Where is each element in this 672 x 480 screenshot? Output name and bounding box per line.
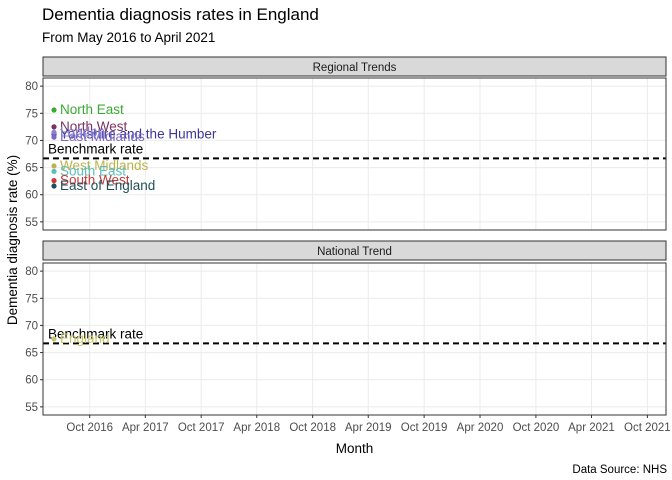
data-point — [51, 336, 57, 342]
data-point — [51, 129, 57, 135]
x-axis: Oct 2016 Apr 2017 Oct 2017 Apr 2018 Oct 2018… — [66, 415, 671, 434]
data-point — [51, 183, 57, 189]
x-tick-label: Oct 2019 — [401, 422, 448, 434]
strip-label: Regional Trends — [313, 62, 397, 74]
data-point — [51, 168, 57, 174]
series-label: England — [60, 331, 110, 346]
chart-subtitle: From May 2016 to April 2021 — [42, 30, 215, 45]
data-point — [51, 178, 57, 184]
y-tick-label: 80 — [25, 81, 38, 93]
panel-national: National Trend 55 60 65 70 75 80 Benchmark rate… — [25, 240, 667, 416]
x-tick-label: Apr 2019 — [345, 422, 392, 434]
x-tick-label: Oct 2017 — [178, 422, 225, 434]
x-tick-label: Apr 2018 — [233, 422, 280, 434]
y-tick-label: 75 — [25, 108, 38, 120]
series-label: West Midlands — [60, 158, 149, 173]
panel-border — [42, 77, 667, 231]
y-tick-label: 65 — [25, 348, 38, 360]
panel-border — [42, 262, 667, 416]
y-tick-label: 60 — [25, 375, 38, 387]
panel-regional: Regional Trends 55 60 65 70 75 80 Benchmark rat… — [25, 56, 667, 231]
series-label: East of England — [60, 178, 155, 193]
strip-background — [42, 240, 667, 261]
y-tick-label: 80 — [25, 266, 38, 278]
y-tick-label: 70 — [25, 135, 38, 147]
series-label: East Midlands — [60, 129, 145, 144]
y-tick-label: 65 — [25, 163, 38, 175]
panels: Regional Trends 55 60 65 70 75 80 Benchmark rat… — [25, 56, 667, 416]
y-tick-label: 70 — [25, 320, 38, 332]
x-tick-label: Oct 2016 — [66, 422, 113, 434]
series-label: South West — [60, 173, 130, 188]
y-tick-label: 55 — [25, 217, 38, 229]
caption: Data Source: NHS — [572, 464, 667, 476]
series-label: North East — [60, 102, 124, 117]
y-tick-label: 55 — [25, 402, 38, 414]
x-tick-label: Oct 2018 — [289, 422, 336, 434]
benchmark-label: Benchmark rate — [48, 326, 143, 341]
plot-background — [43, 263, 666, 415]
x-tick-label: Oct 2021 — [624, 422, 671, 434]
data-point — [51, 134, 57, 140]
data-point — [51, 107, 57, 113]
series-label: Yorkshire and the Humber — [60, 126, 217, 141]
data-point — [51, 124, 57, 130]
strip-label: National Trend — [317, 246, 392, 258]
chart-title: Dementia diagnosis rates in England — [42, 5, 319, 24]
series-label: North West — [60, 119, 128, 134]
x-tick-label: Oct 2020 — [513, 422, 560, 434]
series-label: South East — [60, 163, 126, 178]
x-tick-label: Apr 2021 — [568, 422, 615, 434]
data-point — [51, 163, 57, 169]
y-tick-label: 75 — [25, 293, 38, 305]
y-axis-title: Dementia diagnosis rate (%) — [5, 155, 20, 325]
series-label: London — [60, 124, 105, 139]
strip-background — [42, 56, 667, 77]
plot-background — [43, 78, 666, 230]
x-axis-title: Month — [336, 441, 374, 456]
x-tick-label: Apr 2020 — [457, 422, 504, 434]
benchmark-label: Benchmark rate — [48, 141, 143, 156]
x-tick-label: Apr 2017 — [122, 422, 169, 434]
y-tick-label: 60 — [25, 190, 38, 202]
